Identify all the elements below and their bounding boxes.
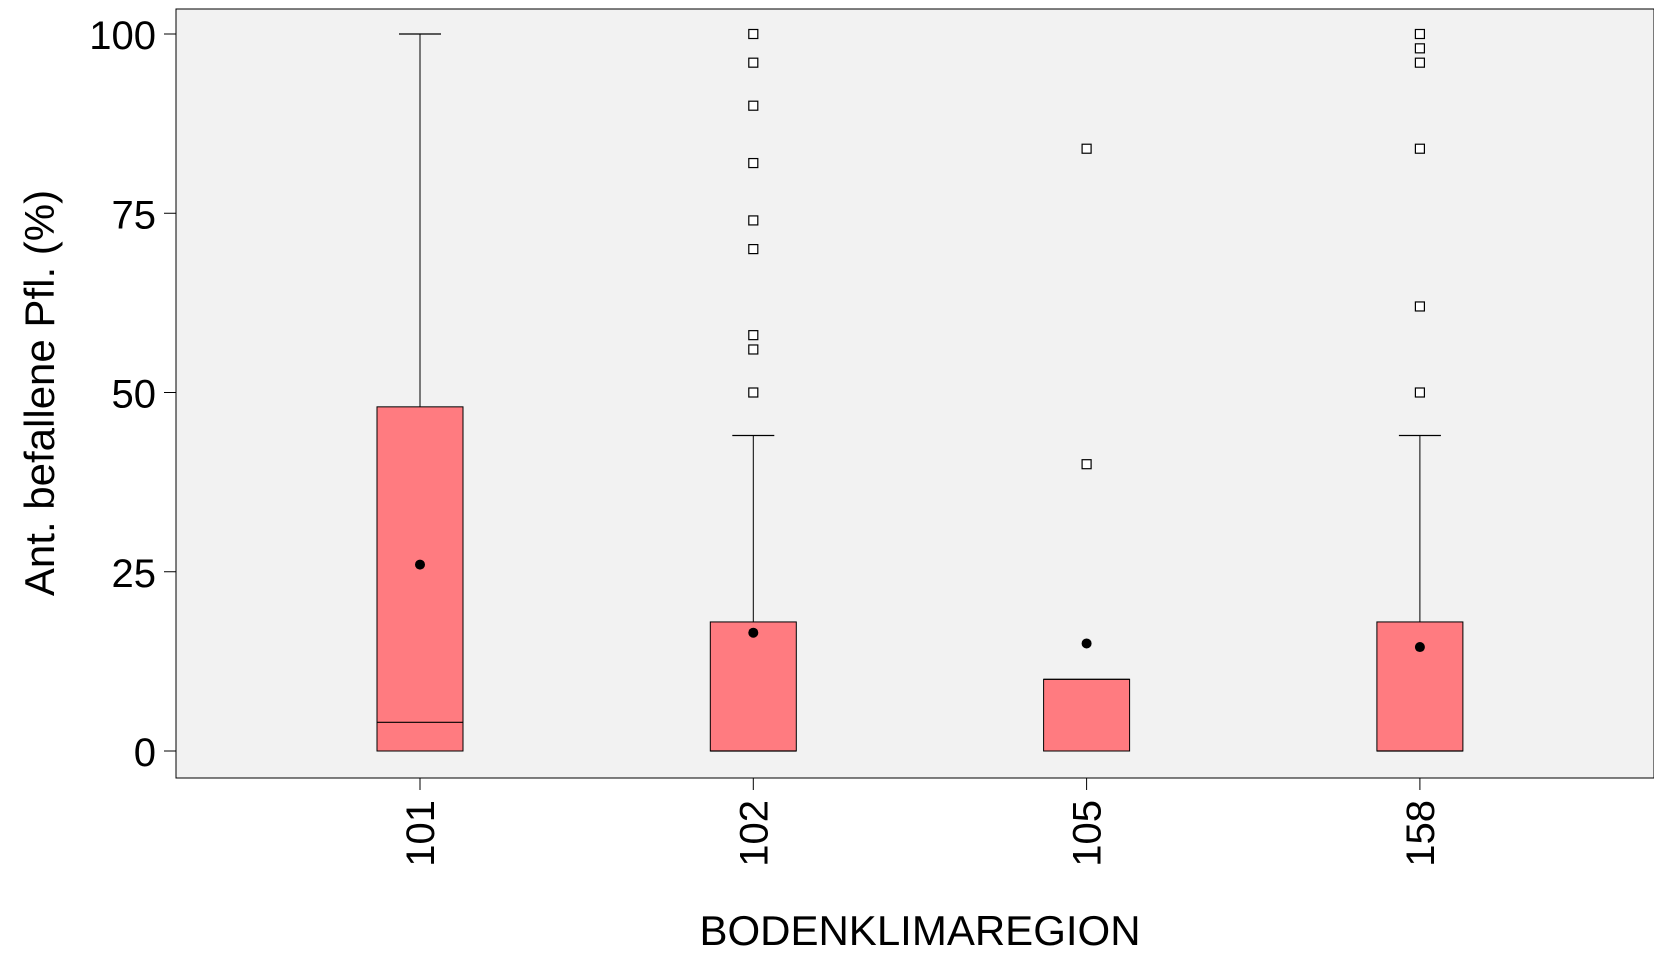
x-tick-label: 101	[399, 800, 443, 867]
box-marks	[376, 28, 1464, 752]
outlier-point	[1414, 143, 1426, 154]
box-group-101	[376, 33, 464, 752]
mean-point	[415, 559, 425, 570]
outlier-point	[748, 330, 759, 341]
x-axis: 101 102 105 158	[399, 778, 1443, 867]
outlier-point	[1081, 143, 1092, 154]
box-rect	[1043, 678, 1131, 752]
box-rect	[709, 621, 797, 752]
outlier-point	[1414, 301, 1426, 312]
y-axis-label: Ant. befallene Pfl. (%)	[16, 190, 63, 596]
outlier-point	[748, 344, 759, 355]
y-tick-label: 75	[112, 193, 157, 237]
y-axis: 0 25 50 75 100	[89, 14, 176, 775]
outlier-point	[748, 28, 759, 40]
box-rect	[376, 406, 464, 752]
outlier-point	[1081, 459, 1092, 470]
outlier-point	[748, 57, 759, 68]
x-tick-label: 158	[1399, 800, 1443, 867]
outlier-point	[748, 244, 759, 255]
y-tick-label: 50	[112, 373, 157, 417]
outlier-point	[1414, 43, 1426, 54]
outlier-point	[748, 215, 759, 226]
outlier-point	[748, 100, 759, 111]
x-tick-label: 105	[1066, 800, 1110, 867]
outlier-point	[748, 157, 759, 169]
mean-point	[1081, 638, 1092, 649]
box-group-102	[709, 28, 797, 752]
box-group-105	[1043, 143, 1131, 752]
outlier-point	[1414, 387, 1426, 398]
mean-point	[748, 627, 759, 638]
y-tick-label: 0	[134, 731, 156, 775]
outlier-point	[1414, 28, 1426, 40]
mean-point	[1414, 642, 1425, 653]
outlier-point	[748, 387, 759, 398]
y-tick-label: 25	[112, 552, 157, 596]
x-tick-label: 102	[732, 800, 776, 867]
box-rect	[1376, 621, 1464, 752]
y-tick-label: 100	[89, 14, 156, 58]
x-axis-label: BODENKLIMAREGION	[699, 907, 1140, 954]
outlier-point	[1414, 57, 1426, 68]
box-group-158	[1376, 28, 1464, 752]
